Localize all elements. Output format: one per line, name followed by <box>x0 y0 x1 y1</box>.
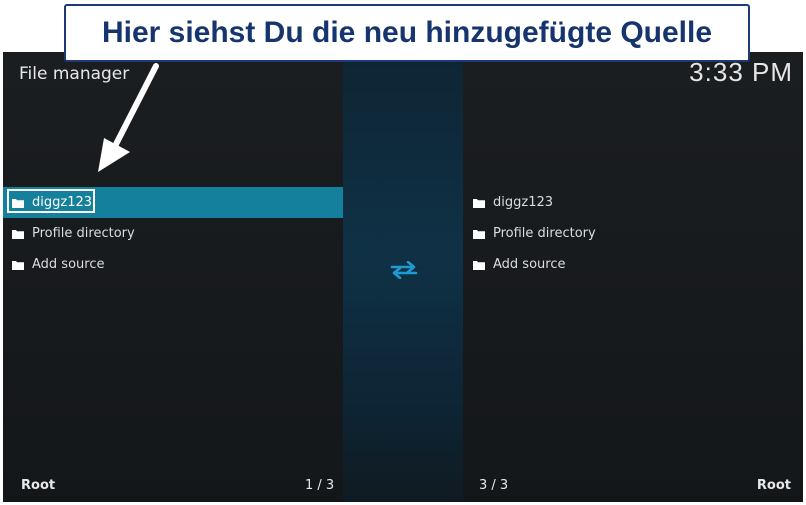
page-title: File manager <box>19 64 130 84</box>
left-item-label: Add source <box>32 257 105 272</box>
left-item-label: diggz123 <box>32 195 93 210</box>
left-footer-path: Root <box>21 478 56 493</box>
kodi-screen: File manager diggz123 Profile directory … <box>3 52 803 502</box>
right-item-add-source[interactable]: Add source <box>463 249 803 280</box>
folder-icon <box>473 260 485 270</box>
right-item-profile-directory[interactable]: Profile directory <box>463 218 803 249</box>
right-footer-path: Root <box>756 478 791 493</box>
right-item-label: Profile directory <box>493 226 596 241</box>
annotation-highlight-box <box>7 189 95 213</box>
folder-icon <box>12 229 24 239</box>
right-footer-count: 3 / 3 <box>479 478 509 493</box>
left-footer-count: 1 / 3 <box>305 478 335 493</box>
folder-icon <box>473 229 485 239</box>
right-item-label: diggz123 <box>493 195 554 210</box>
folder-icon <box>12 260 24 270</box>
annotation-banner-text: Hier siehst Du die neu hinzugefügte Quel… <box>101 16 713 49</box>
left-item-profile-directory[interactable]: Profile directory <box>3 218 343 249</box>
left-item-add-source[interactable]: Add source <box>3 249 343 280</box>
right-item-diggz123[interactable]: diggz123 <box>463 187 803 218</box>
left-pane: File manager diggz123 Profile directory … <box>3 52 343 502</box>
right-pane: 3:33 PM diggz123 Profile directory Add s… <box>463 52 803 502</box>
clock: 3:33 PM <box>689 57 793 87</box>
folder-icon <box>12 198 24 208</box>
right-item-label: Add source <box>493 257 566 272</box>
center-divider <box>343 52 463 502</box>
left-item-label: Profile directory <box>32 226 135 241</box>
annotation-banner: Hier siehst Du die neu hinzugefügte Quel… <box>64 4 750 62</box>
annotation-arrow <box>98 63 159 172</box>
folder-icon <box>473 198 485 208</box>
swap-arrows-icon[interactable] <box>390 261 418 279</box>
right-file-list: diggz123 Profile directory Add source <box>463 187 803 280</box>
